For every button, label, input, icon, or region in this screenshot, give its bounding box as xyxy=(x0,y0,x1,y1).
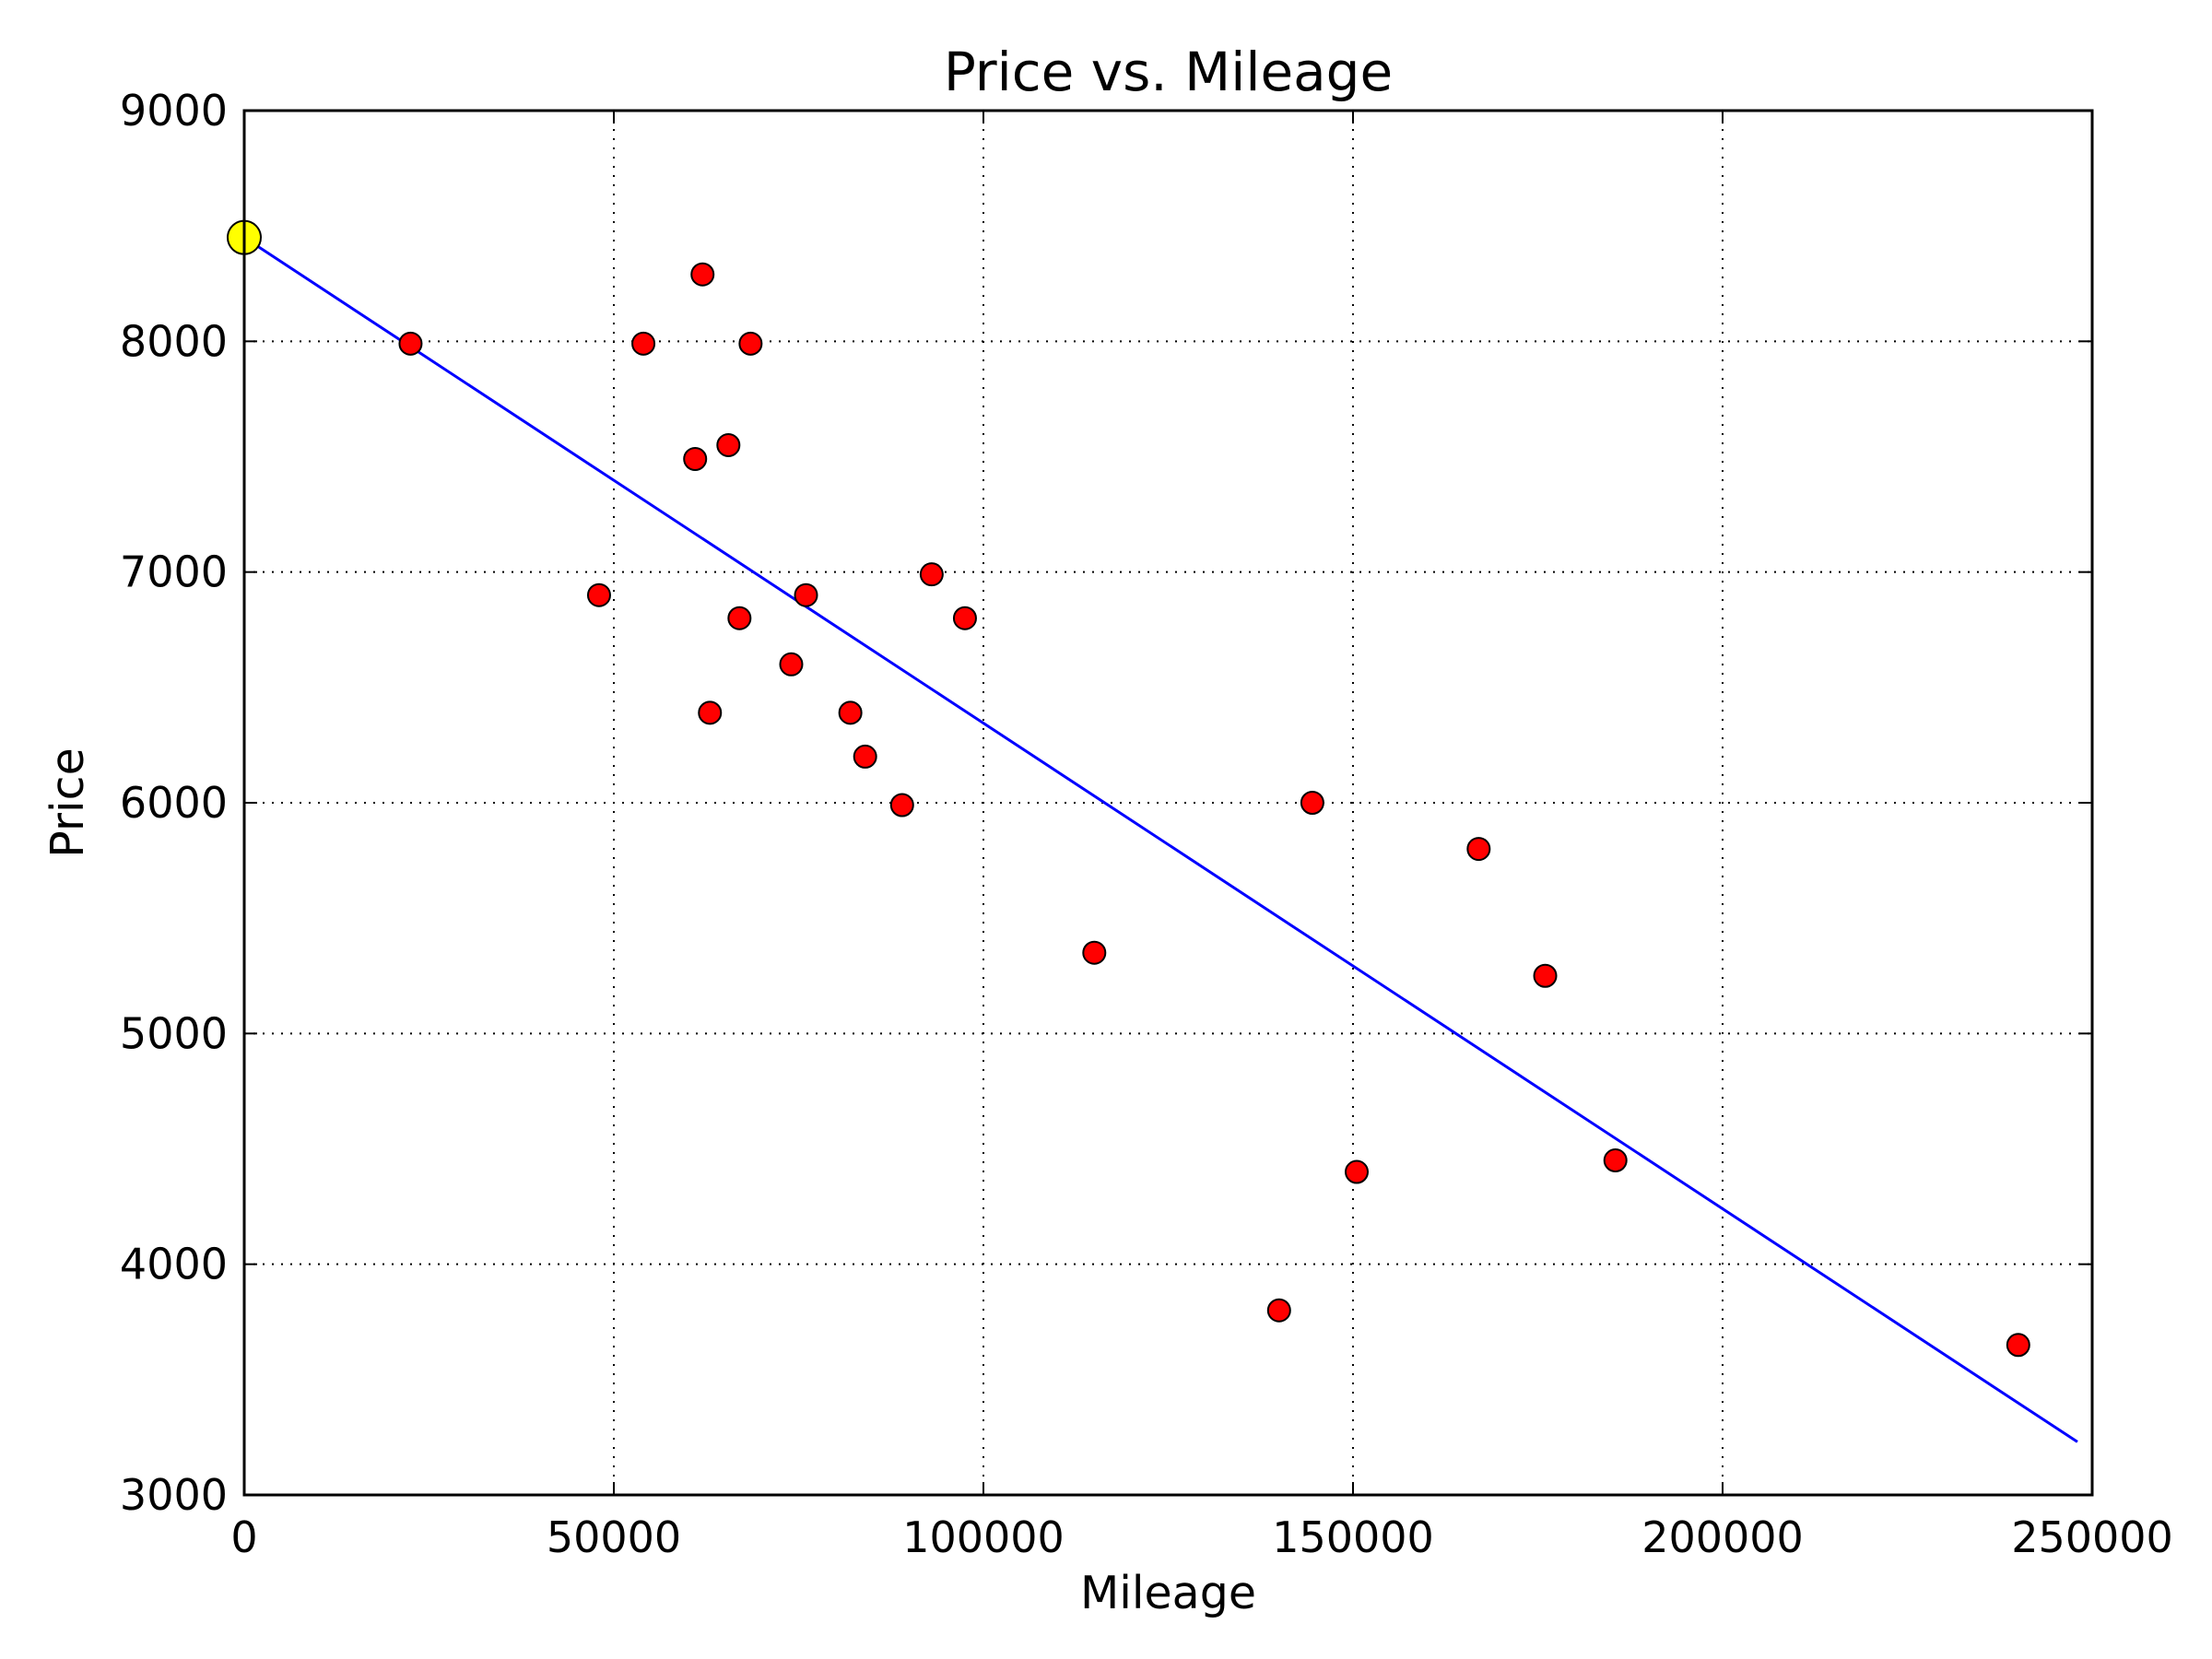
data-point xyxy=(889,793,914,818)
y-tick-label: 4000 xyxy=(120,1240,228,1289)
data-point xyxy=(586,582,611,607)
data-point xyxy=(919,562,944,587)
data-point xyxy=(1466,837,1491,862)
data-point xyxy=(1603,1148,1628,1173)
y-axis-label: Price xyxy=(41,747,94,858)
regression-layer xyxy=(243,236,2078,1443)
data-point xyxy=(838,700,863,725)
x-tick-label: 0 xyxy=(230,1512,257,1562)
data-point xyxy=(2006,1333,2030,1358)
y-tick-label: 7000 xyxy=(120,547,228,597)
x-tick-label: 100000 xyxy=(902,1512,1065,1562)
grid-lines xyxy=(244,111,2092,1495)
data-point xyxy=(794,582,818,607)
y-tick-label: 9000 xyxy=(120,86,228,135)
y-tick-labels: 3000 4000 5000 6000 7000 8000 9000 xyxy=(120,86,228,1520)
data-point xyxy=(690,262,715,287)
data-point xyxy=(1266,1298,1291,1323)
data-point xyxy=(738,331,763,356)
tick-marks xyxy=(243,110,2093,1496)
data-point xyxy=(853,744,877,769)
x-axis-label: Mileage xyxy=(1080,1567,1256,1619)
data-point xyxy=(952,606,977,630)
data-point xyxy=(1533,963,1558,988)
data-point xyxy=(698,700,723,725)
data-point xyxy=(683,447,708,472)
data-point xyxy=(716,432,741,457)
x-tick-label: 250000 xyxy=(2011,1512,2173,1562)
x-tick-label: 200000 xyxy=(1641,1512,1804,1562)
y-tick-label: 6000 xyxy=(120,778,228,828)
y-tick-label: 3000 xyxy=(120,1470,228,1520)
y-tick-label: 5000 xyxy=(120,1008,228,1058)
data-point xyxy=(631,331,656,356)
data-point xyxy=(727,606,752,630)
x-tick-label: 150000 xyxy=(1272,1512,1434,1562)
regression-line xyxy=(243,236,2078,1443)
data-points xyxy=(227,219,2030,1358)
y-tick-label: 8000 xyxy=(120,316,228,366)
chart-title: Price vs. Mileage xyxy=(944,41,1393,103)
x-tick-label: 50000 xyxy=(547,1512,681,1562)
data-point xyxy=(398,331,423,356)
data-point xyxy=(1082,940,1107,965)
data-point xyxy=(1300,791,1324,815)
data-point xyxy=(779,652,804,677)
data-point xyxy=(1345,1159,1370,1184)
x-tick-labels: 0 50000 100000 150000 200000 250000 xyxy=(230,1512,2172,1562)
